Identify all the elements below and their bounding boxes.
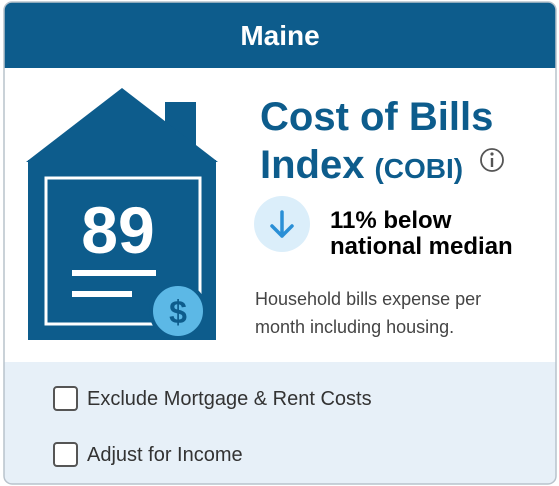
info-dot <box>490 152 494 156</box>
info-stem <box>490 158 494 167</box>
roof <box>26 88 218 162</box>
document-outline <box>44 176 202 326</box>
comparison: 11% below <box>330 207 452 234</box>
index-abbr: (COBI) <box>374 153 463 184</box>
index-title: Index <box>260 143 364 187</box>
dollar-sign: $ <box>169 294 187 330</box>
document-line <box>72 291 132 297</box>
dollar-badge <box>149 282 207 340</box>
house-icon: 89 $ <box>26 88 218 340</box>
options-panel <box>4 362 556 484</box>
options: Exclude Mortgage & Rent Costs Adjust for … <box>53 386 372 467</box>
description: month including housing. <box>255 317 454 337</box>
document-line <box>72 270 156 276</box>
info-circle[interactable] <box>480 148 504 172</box>
description: Household bills expense per <box>255 289 481 309</box>
state-title: Maine <box>240 20 319 51</box>
checkbox-label[interactable]: Adjust for Income <box>87 444 243 466</box>
index-title: Index (COBI) <box>260 143 463 187</box>
checkbox[interactable] <box>53 442 78 467</box>
down-arrow <box>270 210 294 238</box>
checkbox-label[interactable]: Exclude Mortgage & Rent Costs <box>87 388 372 410</box>
comparison: national median <box>330 233 513 260</box>
checkbox[interactable] <box>53 386 78 411</box>
index-title: Cost of Bills <box>260 95 493 139</box>
card-border <box>3 1 557 485</box>
header-bar <box>4 2 556 68</box>
score: 89 <box>81 193 154 267</box>
info-icon[interactable] <box>480 148 504 172</box>
